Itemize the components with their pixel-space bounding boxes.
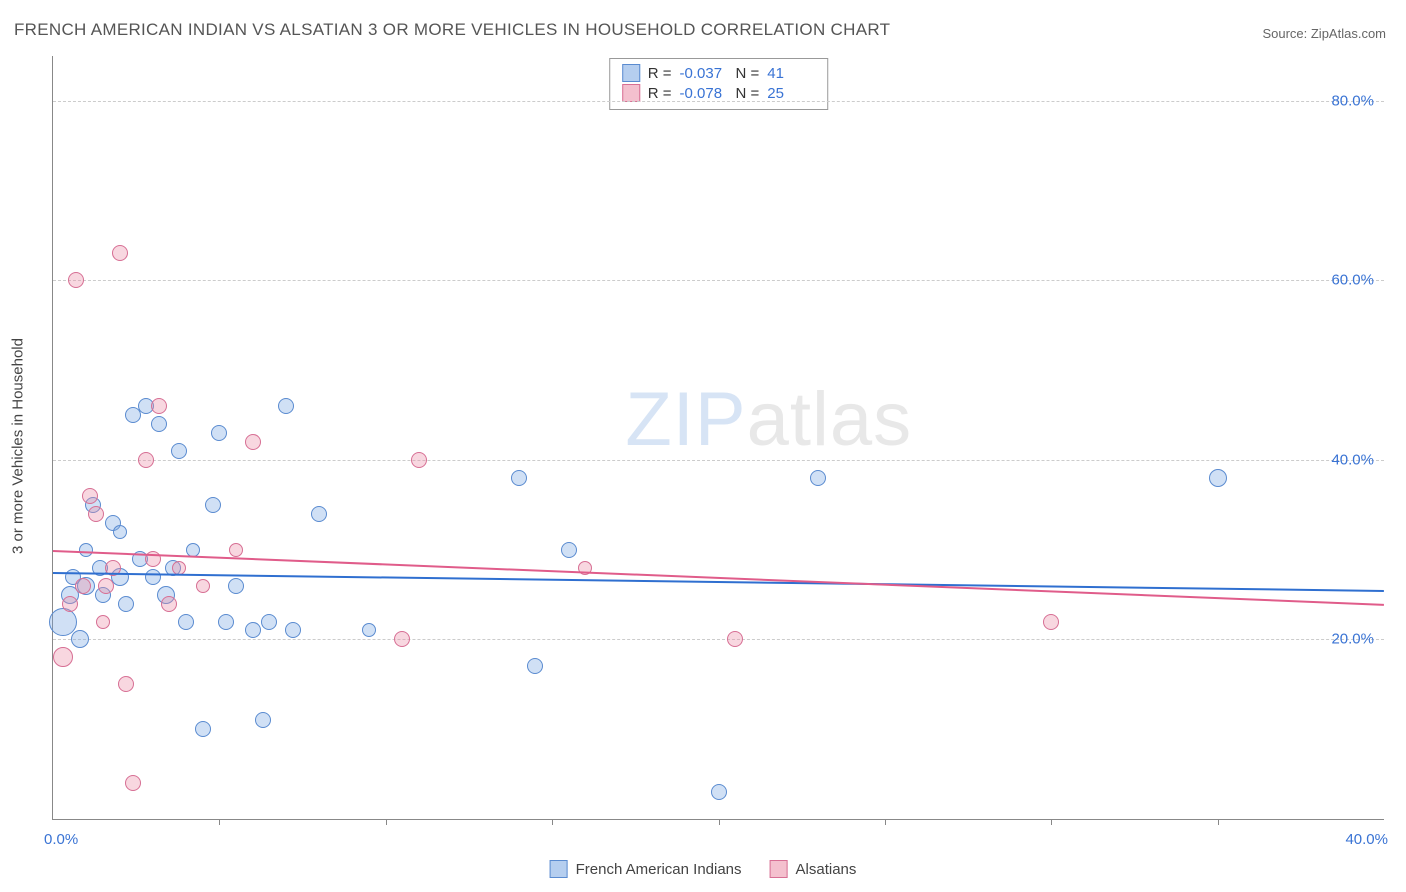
legend-item-0: French American Indians xyxy=(550,860,742,878)
data-point xyxy=(527,658,543,674)
data-point xyxy=(53,647,73,667)
data-point xyxy=(79,543,93,557)
data-point xyxy=(245,434,261,450)
x-tick xyxy=(1051,819,1052,825)
data-point xyxy=(112,245,128,261)
data-point xyxy=(245,622,261,638)
data-point xyxy=(161,596,177,612)
data-point xyxy=(195,721,211,737)
data-point xyxy=(82,488,98,504)
x-tick-label-max: 40.0% xyxy=(1345,831,1388,848)
stats-r-label: R = xyxy=(648,85,672,102)
x-tick xyxy=(552,819,553,825)
data-point xyxy=(229,543,243,557)
trend-line xyxy=(53,550,1384,606)
data-point xyxy=(411,452,427,468)
legend-swatch-0 xyxy=(550,860,568,878)
legend-label-1: Alsatians xyxy=(796,861,857,878)
data-point xyxy=(285,622,301,638)
data-point xyxy=(125,775,141,791)
legend-label-0: French American Indians xyxy=(576,861,742,878)
chart-container: FRENCH AMERICAN INDIAN VS ALSATIAN 3 OR … xyxy=(0,0,1406,892)
data-point xyxy=(171,443,187,459)
watermark-atlas: atlas xyxy=(747,377,913,462)
data-point xyxy=(810,470,826,486)
stats-row-series-0: R = -0.037 N = 41 xyxy=(622,63,816,83)
trend-line xyxy=(53,572,1384,592)
data-point xyxy=(311,506,327,522)
data-point xyxy=(511,470,527,486)
data-point xyxy=(118,676,134,692)
data-point xyxy=(727,631,743,647)
stats-legend-box: R = -0.037 N = 41 R = -0.078 N = 25 xyxy=(609,58,829,110)
legend-swatch-1 xyxy=(770,860,788,878)
data-point xyxy=(113,525,127,539)
data-point xyxy=(561,542,577,558)
x-tick xyxy=(1218,819,1219,825)
series-1-swatch xyxy=(622,84,640,102)
legend-item-1: Alsatians xyxy=(770,860,857,878)
data-point xyxy=(68,272,84,288)
data-point xyxy=(196,579,210,593)
data-point xyxy=(98,578,114,594)
data-point xyxy=(178,614,194,630)
y-axis-label: 3 or more Vehicles in Household xyxy=(10,338,27,554)
x-tick xyxy=(386,819,387,825)
data-point xyxy=(1209,469,1227,487)
y-tick-label: 20.0% xyxy=(1331,631,1374,648)
x-tick xyxy=(219,819,220,825)
x-tick xyxy=(719,819,720,825)
gridline xyxy=(53,101,1384,102)
data-point xyxy=(71,630,89,648)
watermark: ZIPatlas xyxy=(625,376,912,463)
series-0-n-value: 41 xyxy=(767,65,815,82)
data-point xyxy=(278,398,294,414)
gridline xyxy=(53,639,1384,640)
chart-title: FRENCH AMERICAN INDIAN VS ALSATIAN 3 OR … xyxy=(14,20,890,40)
data-point xyxy=(261,614,277,630)
data-point xyxy=(394,631,410,647)
data-point xyxy=(75,578,91,594)
data-point xyxy=(138,452,154,468)
y-tick-label: 40.0% xyxy=(1331,451,1374,468)
data-point xyxy=(151,416,167,432)
plot-area: ZIPatlas R = -0.037 N = 41 R = -0.078 N … xyxy=(52,56,1384,820)
data-point xyxy=(145,569,161,585)
data-point xyxy=(205,497,221,513)
data-point xyxy=(711,784,727,800)
y-tick-label: 80.0% xyxy=(1331,92,1374,109)
gridline xyxy=(53,280,1384,281)
x-tick-label-min: 0.0% xyxy=(44,831,78,848)
source-attribution: Source: ZipAtlas.com xyxy=(1262,26,1386,41)
data-point xyxy=(88,506,104,522)
data-point xyxy=(211,425,227,441)
series-0-r-value: -0.037 xyxy=(680,65,728,82)
watermark-zip: ZIP xyxy=(625,377,746,462)
y-tick-label: 60.0% xyxy=(1331,272,1374,289)
data-point xyxy=(218,614,234,630)
stats-n-label: N = xyxy=(736,85,760,102)
bottom-legend: French American Indians Alsatians xyxy=(550,860,857,878)
series-1-r-value: -0.078 xyxy=(680,85,728,102)
data-point xyxy=(49,608,77,636)
series-1-n-value: 25 xyxy=(767,85,815,102)
data-point xyxy=(62,596,78,612)
gridline xyxy=(53,460,1384,461)
series-0-swatch xyxy=(622,64,640,82)
data-point xyxy=(228,578,244,594)
data-point xyxy=(1043,614,1059,630)
data-point xyxy=(255,712,271,728)
stats-r-label: R = xyxy=(648,65,672,82)
stats-n-label: N = xyxy=(736,65,760,82)
x-tick xyxy=(885,819,886,825)
data-point xyxy=(151,398,167,414)
data-point xyxy=(118,596,134,612)
data-point xyxy=(96,615,110,629)
data-point xyxy=(172,561,186,575)
data-point xyxy=(362,623,376,637)
